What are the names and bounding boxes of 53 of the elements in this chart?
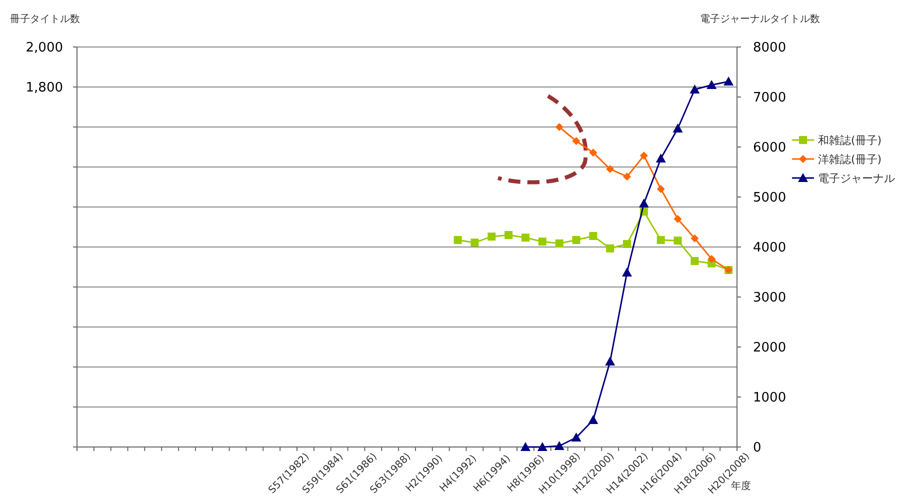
point: [638, 198, 649, 208]
y2-tick-label: 1000: [753, 390, 786, 406]
point: [555, 239, 564, 248]
point: [520, 442, 530, 451]
point: [605, 356, 616, 366]
y2-tick-label: 4000: [753, 240, 786, 256]
point: [606, 165, 614, 173]
y2-tick-label: 3000: [753, 290, 786, 306]
y2-tick-label: 8000: [753, 40, 786, 56]
legend-label: 洋雑誌(冊子): [818, 152, 882, 166]
point: [554, 441, 564, 450]
point: [488, 232, 496, 241]
point: [690, 234, 699, 242]
point: [656, 236, 665, 244]
point: [555, 123, 564, 131]
y-axis-title: 冊子タイトル数: [10, 14, 80, 25]
y2-tick-label: 5000: [753, 190, 786, 206]
point: [572, 236, 580, 244]
point: [588, 415, 598, 424]
y2-tick-label: 6000: [753, 140, 786, 156]
point: [589, 148, 598, 157]
point: [674, 215, 682, 223]
point: [656, 154, 666, 162]
point: [589, 232, 598, 240]
point: [656, 185, 665, 193]
point: [606, 244, 614, 252]
point: [623, 172, 631, 181]
point: [572, 137, 580, 145]
point: [640, 152, 648, 160]
point: [622, 268, 632, 276]
legend-label: 電子ジャーナル: [818, 172, 895, 185]
point: [504, 231, 513, 239]
point: [521, 234, 530, 242]
y-tick-label: 2,000: [26, 40, 63, 56]
point: [571, 432, 582, 442]
legend-label: 和雑誌(冊子): [818, 134, 882, 147]
point: [708, 255, 716, 263]
point: [724, 76, 734, 86]
point: [690, 84, 700, 94]
point: [454, 236, 462, 244]
point: [537, 442, 548, 451]
y2-tick-label: 7000: [753, 90, 786, 106]
y2-axis-title: 電子ジャーナルタイトル数: [700, 14, 820, 25]
point: [538, 238, 546, 246]
point: [623, 240, 631, 248]
y2-tick-label: 0: [753, 440, 762, 456]
point: [672, 124, 683, 132]
y2-tick-label: 2000: [753, 340, 786, 356]
point: [674, 236, 682, 245]
point: [706, 80, 717, 89]
y-tick-label: 1,800: [26, 80, 63, 96]
point: [690, 257, 699, 265]
point: [470, 238, 479, 247]
